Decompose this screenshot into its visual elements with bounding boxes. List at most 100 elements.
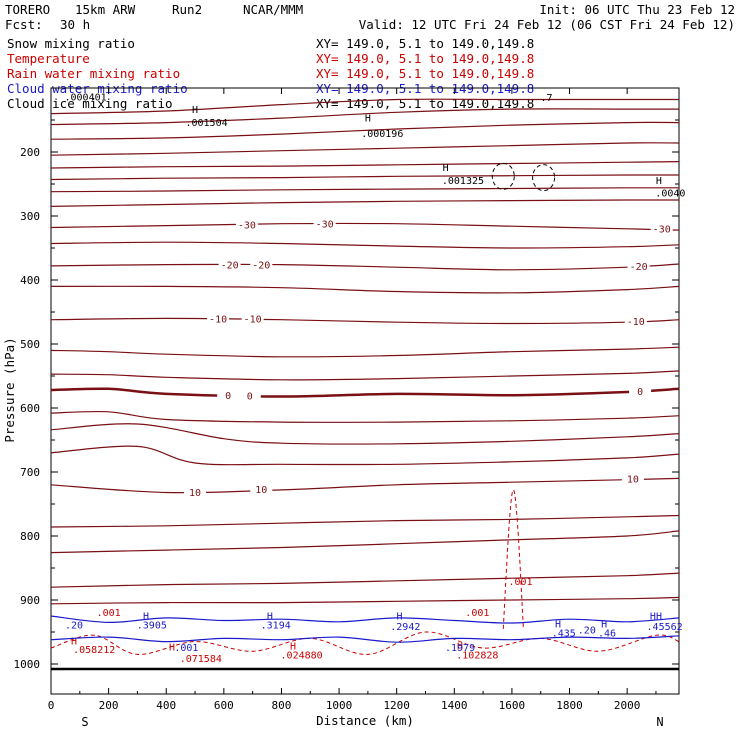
cloud-label: .3194: [261, 621, 291, 632]
rain-contour-rain-low: [50, 631, 680, 655]
isotherm-label-bg: [650, 222, 673, 235]
isotherm-T-30: [50, 222, 680, 231]
model-name: TORERO: [5, 2, 50, 17]
isotherm-label: -10: [209, 315, 227, 326]
header: TORERO 15km ARW Run2 NCAR/MMM Init: 06 U…: [5, 2, 735, 32]
isotherm-T0: [50, 387, 680, 398]
rain-label: .071584: [180, 654, 222, 665]
isotherm-T-20: [50, 263, 680, 271]
isotherm-T16: [50, 572, 680, 588]
cloud-label: H: [397, 612, 403, 623]
cloud-water-contours: .20.3905.3194.2942.435.20.46.45562.001.1…: [50, 612, 683, 654]
cloud-label: .001: [174, 643, 198, 654]
cloud-label: .435: [552, 628, 576, 639]
isotherm-T-5: [50, 346, 680, 358]
rain-contour-rain-plume-1600: [502, 489, 524, 629]
cloud-label: H: [555, 619, 561, 630]
rain-label: .001: [509, 577, 533, 588]
x-end-label-south: S: [81, 715, 88, 729]
y-tick-label: 700: [20, 466, 40, 479]
isotherm-label-bg: [629, 385, 652, 397]
isotherm-label-bg: [621, 472, 644, 485]
cloud-label: H: [267, 612, 273, 623]
isotherm-label: 0: [225, 391, 231, 402]
rain-label: H: [290, 642, 296, 653]
y-tick-label: 1000: [14, 658, 41, 671]
temperature-isotherms: -30 -30 -30 -20 -20 -20 -10 -10 -10 0 0 0 10 10 10: [50, 98, 680, 605]
isotherm-T-2: [50, 370, 680, 381]
isotherm-label: 10: [255, 485, 267, 496]
isotherm-label-bg: [235, 218, 258, 231]
y-tick-label: 800: [20, 530, 40, 543]
isotherm-T8: [50, 445, 680, 466]
isotherm-label-bg: [238, 389, 261, 402]
x-tick-label: 1800: [556, 699, 583, 712]
fcst-label: Fcst:: [5, 17, 43, 32]
isotherm-label: 10: [627, 475, 639, 486]
isotherm-label: 0: [247, 391, 253, 402]
snow-ice-label: H: [365, 114, 371, 125]
axes: 0 200 400 600 800 1000 1200 1400 1600 1800 2000200…: [14, 88, 679, 729]
x-axis-title: Distance (km): [316, 713, 414, 728]
rain-label: .001: [465, 608, 489, 619]
run-label: Run2: [172, 2, 202, 17]
isotherm-T-54: [50, 142, 680, 156]
isotherm-T-15: [50, 285, 680, 294]
isotherm-T-40: [50, 187, 680, 193]
rain-label: .024880: [281, 651, 323, 662]
x-tick-label: 0: [48, 699, 55, 712]
x-tick-label: 2000: [614, 699, 641, 712]
rain-label: .058212: [73, 645, 115, 656]
isotherm-label: 0: [637, 387, 643, 398]
valid-time: Valid: 12 UTC Fri 24 Feb 12 (06 CST Fri …: [359, 17, 735, 32]
rain-label: H: [169, 642, 175, 653]
cloud-label: .20: [578, 626, 596, 637]
snow-ice-label: .000401: [64, 93, 106, 104]
isotherm-label: 10: [189, 488, 201, 499]
y-tick-label: 400: [20, 274, 40, 287]
isotherm-label-bg: [624, 315, 647, 328]
isotherm-T18: [50, 596, 680, 605]
legend-item-name: Snow mixing ratio: [7, 36, 135, 51]
isotherm-label: -20: [221, 260, 239, 271]
y-tick-label: 500: [20, 338, 40, 351]
snow-ice-label: H: [192, 105, 198, 116]
ice-closed-contour: [491, 162, 515, 190]
isotherm-label-bg: [217, 388, 240, 401]
isotherm-T-35: [50, 199, 680, 207]
cloud-label: .3905: [137, 621, 167, 632]
cloud-label: H: [601, 619, 607, 630]
legend-item-name: Cloud ice mixing ratio: [7, 96, 173, 111]
rain-water-contours: .001.001.001.071584.024880.102828.058212…: [50, 489, 680, 665]
isotherm-label-bg: [207, 312, 230, 325]
legend-item-name: Temperature: [7, 51, 90, 66]
isotherm-label-bg: [313, 217, 336, 230]
snow-ice-label: H: [443, 163, 449, 174]
ice-closed-contour: [532, 164, 556, 192]
isotherm-label: -30: [316, 219, 334, 230]
isotherm-label-bg: [250, 482, 273, 495]
x-tick-label: 600: [214, 699, 234, 712]
y-axis-title: Pressure (hPa): [2, 337, 17, 442]
isotherm-T-25: [50, 241, 680, 249]
cloud-label: HH: [650, 612, 662, 623]
cloud-label: .45562: [647, 622, 683, 633]
isotherm-T-50: [50, 174, 680, 181]
isotherm-T-56: [50, 121, 680, 140]
cloud-label: .20: [65, 621, 83, 632]
snow-ice-label: .001504: [185, 118, 227, 129]
isotherm-label-bg: [184, 486, 207, 499]
isotherm-T-10: [50, 317, 680, 325]
y-tick-label: 300: [20, 210, 40, 223]
cloud-label: .2942: [390, 622, 420, 633]
isotherm-T10: [50, 477, 680, 494]
init-time: Init: 06 UTC Thu 23 Feb 12: [539, 2, 735, 17]
isotherm-T14: [50, 530, 680, 554]
isotherm-T5: [50, 423, 680, 445]
isotherm-label-bg: [241, 312, 264, 325]
plot-frame: [50, 87, 680, 695]
isotherm-label-bg: [218, 258, 241, 271]
x-tick-label: 800: [272, 699, 292, 712]
isotherm-label: -10: [627, 317, 645, 328]
